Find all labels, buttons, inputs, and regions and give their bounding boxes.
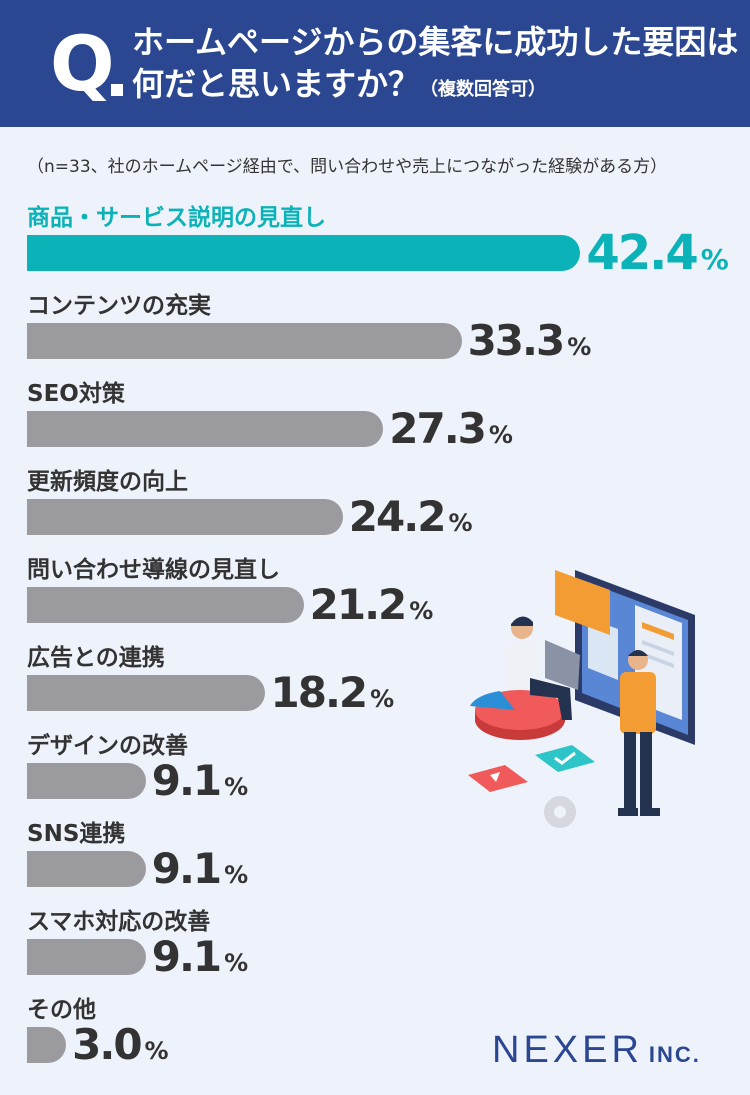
logo-suffix: INC.: [648, 1042, 701, 1067]
value-label: 3.0%: [72, 1022, 168, 1074]
category-label: コンテンツの充実: [27, 293, 211, 319]
percent-sign: %: [567, 333, 592, 361]
question-dot: [111, 84, 123, 96]
percent-sign: %: [224, 773, 249, 801]
value-number: 42.4: [586, 225, 698, 281]
bar: [27, 323, 462, 359]
value-number: 9.1: [151, 844, 222, 893]
value-label: 42.4%: [586, 227, 729, 286]
gear-illustration: [544, 796, 576, 828]
value-number: 21.2: [309, 580, 408, 629]
percent-sign: %: [224, 861, 249, 889]
survey-note: （n=33、社のホームページ経由で、問い合わせや売上につながった経験がある方）: [27, 157, 668, 177]
value-label: 18.2%: [271, 670, 395, 722]
percent-sign: %: [224, 949, 249, 977]
percent-sign: %: [144, 1037, 169, 1065]
logo-name: NEXER: [492, 1029, 643, 1071]
bar: [27, 499, 343, 535]
play-card-illustration: [468, 765, 528, 792]
category-label: SNS連携: [27, 821, 126, 847]
percent-sign: %: [409, 597, 434, 625]
pie-illustration: [470, 690, 565, 740]
bar: [27, 939, 146, 975]
value-label: 21.2%: [310, 582, 434, 634]
bar: [27, 411, 384, 447]
value-label: 9.1%: [152, 934, 248, 986]
category-label: スマホ対応の改善: [27, 909, 211, 935]
value-label: 27.3%: [389, 406, 513, 458]
value-label: 9.1%: [152, 846, 248, 898]
nexer-logo: NEXER INC.: [492, 1030, 701, 1075]
sitting-man-illustration: [505, 616, 580, 720]
value-label: 9.1%: [152, 758, 248, 810]
percent-sign: %: [700, 243, 729, 276]
check-card-illustration: [535, 745, 595, 772]
question-line-2-text: 何だと思いますか？: [132, 65, 421, 103]
bar: [27, 675, 265, 711]
value-number: 18.2: [270, 668, 369, 717]
value-label: 33.3%: [468, 318, 592, 370]
bar: [27, 763, 146, 799]
question-note: （複数回答可）: [420, 79, 547, 100]
question-line-1: ホームページからの集客に成功した要因は: [132, 23, 739, 61]
orange-card-illustration: [555, 570, 610, 635]
category-label: デザインの改善: [27, 733, 188, 759]
question-header: Q ホームページからの集客に成功した要因は 何だと思いますか？（複数回答可）: [0, 0, 750, 127]
category-label: その他: [27, 997, 96, 1023]
category-label: 商品・サービス説明の見直し: [27, 205, 326, 231]
value-label: 24.2%: [349, 494, 473, 546]
percent-sign: %: [488, 421, 513, 449]
bar: [27, 1027, 67, 1063]
category-label: 広告との連携: [27, 645, 165, 671]
category-label: 更新頻度の向上: [27, 469, 188, 495]
bar: [27, 851, 146, 887]
business-illustration: [468, 570, 695, 828]
standing-man-illustration: [618, 650, 660, 816]
bar: [27, 235, 581, 271]
value-number: 24.2: [348, 492, 447, 541]
bar: [27, 587, 304, 623]
percent-sign: %: [370, 685, 395, 713]
question-line-2: 何だと思いますか？（複数回答可）: [132, 64, 546, 110]
value-number: 9.1: [151, 932, 222, 981]
value-number: 3.0: [72, 1020, 142, 1069]
question-mark: Q: [50, 19, 115, 108]
value-number: 27.3: [389, 404, 487, 453]
percent-sign: %: [448, 509, 473, 537]
value-number: 9.1: [151, 756, 222, 805]
category-label: SEO対策: [27, 381, 125, 407]
category-label: 問い合わせ導線の見直し: [27, 557, 280, 583]
value-number: 33.3: [467, 316, 566, 365]
